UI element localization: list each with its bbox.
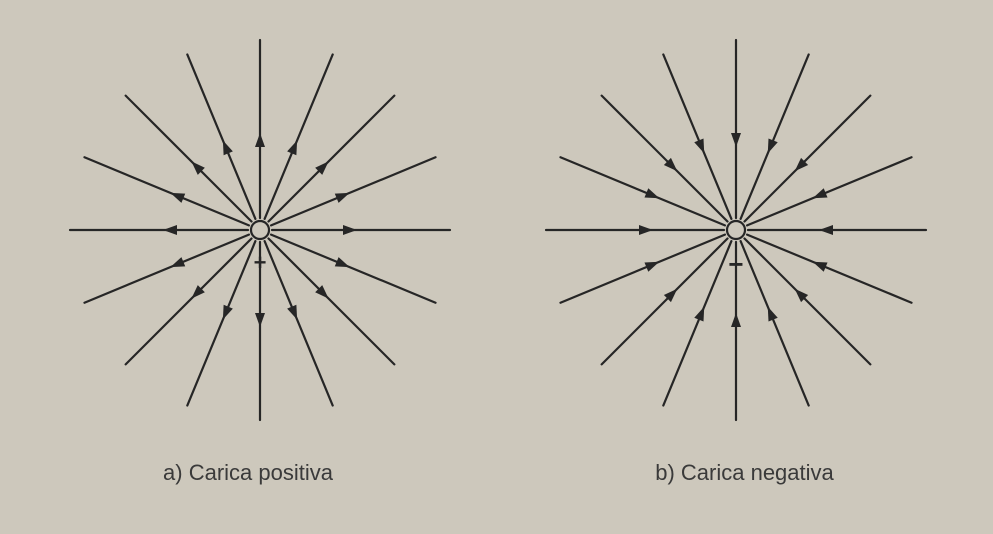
charge-negative	[727, 221, 745, 239]
field-line	[560, 157, 724, 225]
field-line	[187, 54, 255, 218]
field-line	[744, 238, 870, 364]
field-line	[747, 235, 911, 303]
field-line	[126, 238, 252, 364]
field-arrowhead	[813, 262, 828, 272]
field-line	[84, 157, 248, 225]
field-line	[663, 241, 731, 405]
field-diagram-negative: −	[496, 0, 993, 534]
field-arrowhead	[170, 257, 185, 267]
caption-positive: a) Carica positiva	[0, 460, 496, 486]
field-arrowhead	[223, 140, 233, 155]
field-line	[560, 235, 724, 303]
field-arrowhead	[731, 133, 741, 147]
field-line	[271, 157, 435, 225]
field-arrowhead	[335, 193, 350, 203]
field-line	[268, 238, 394, 364]
field-arrowhead	[163, 225, 177, 235]
field-line	[741, 241, 809, 405]
charge-sign-positive: +	[254, 250, 267, 275]
field-diagram-positive: +	[0, 0, 496, 534]
field-arrowhead	[287, 140, 297, 155]
field-arrowhead	[731, 313, 741, 327]
field-arrowhead	[170, 193, 185, 203]
charge-sign-negative: −	[728, 249, 743, 279]
field-line	[187, 241, 255, 405]
field-line	[84, 235, 248, 303]
field-arrowhead	[287, 305, 297, 320]
field-arrowhead	[343, 225, 357, 235]
field-line	[602, 96, 728, 222]
field-arrowhead	[644, 262, 659, 272]
field-arrowhead	[694, 138, 704, 153]
field-arrowhead	[255, 313, 265, 327]
field-arrowhead	[335, 257, 350, 267]
field-line	[744, 96, 870, 222]
caption-text: b) Carica negativa	[655, 460, 834, 485]
field-arrowhead	[694, 307, 704, 322]
field-line	[663, 54, 731, 218]
charge-positive	[251, 221, 269, 239]
field-arrowhead	[813, 188, 828, 198]
field-line	[265, 54, 333, 218]
panel-positive: + a) Carica positiva	[0, 0, 496, 534]
field-arrowhead	[255, 133, 265, 147]
field-arrowhead	[644, 188, 659, 198]
field-line	[265, 241, 333, 405]
field-arrowhead	[768, 138, 778, 153]
field-arrowhead	[223, 305, 233, 320]
field-line	[602, 238, 728, 364]
field-line	[268, 96, 394, 222]
field-line	[747, 157, 911, 225]
field-arrowhead	[639, 225, 653, 235]
field-arrowhead	[768, 307, 778, 322]
field-line	[126, 96, 252, 222]
panel-negative: − b) Carica negativa	[496, 0, 993, 534]
caption-text: a) Carica positiva	[163, 460, 333, 485]
field-line	[741, 54, 809, 218]
field-arrowhead	[819, 225, 833, 235]
caption-negative: b) Carica negativa	[496, 460, 993, 486]
figure-field-lines: + a) Carica positiva − b) Carica negativa	[0, 0, 993, 534]
field-line	[271, 235, 435, 303]
